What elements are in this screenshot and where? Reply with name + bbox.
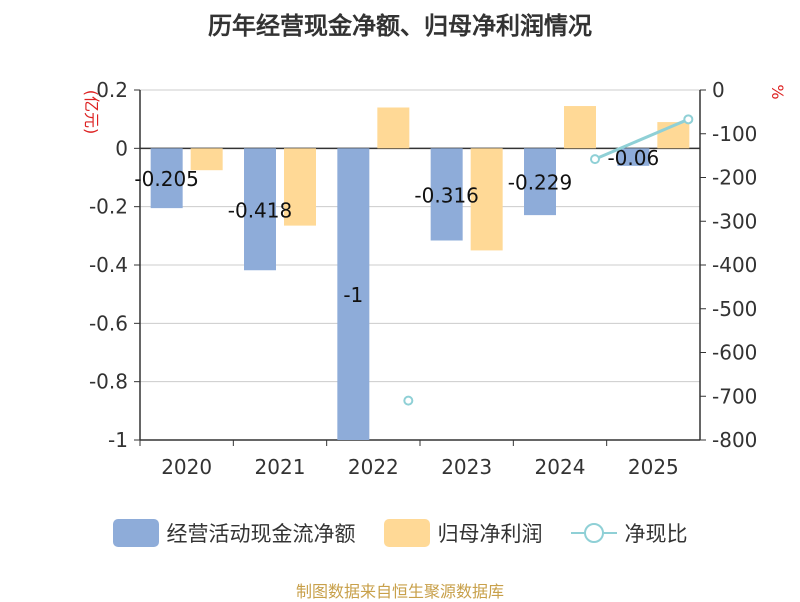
x-tick-label: 2025 bbox=[628, 455, 679, 479]
x-tick-label: 2020 bbox=[161, 455, 212, 479]
x-tick-label: 2022 bbox=[348, 455, 399, 479]
y-right-tick-label: -100 bbox=[712, 122, 757, 146]
chart-title: 历年经营现金净额、归母净利润情况 bbox=[208, 12, 592, 40]
bar-cashflow bbox=[337, 148, 370, 441]
ratio-point bbox=[403, 395, 414, 406]
y-left-tick-label: -0.4 bbox=[89, 253, 128, 277]
ratio-point bbox=[590, 154, 600, 165]
legend-swatch-cashflow bbox=[112, 519, 159, 547]
data-label-cashflow: -0.316 bbox=[414, 183, 478, 207]
legend-label-cashflow: 经营活动现金流净额 bbox=[166, 522, 356, 546]
data-label-cashflow: -0.229 bbox=[508, 171, 572, 195]
legend-swatch-ratio bbox=[570, 519, 617, 547]
y-left-tick-label: -1 bbox=[108, 428, 128, 452]
data-label-cashflow: -0.205 bbox=[134, 167, 198, 191]
bar-cashflow bbox=[617, 148, 650, 166]
y-left-tick-label: 0 bbox=[115, 136, 128, 160]
x-tick-label: 2023 bbox=[441, 455, 492, 479]
bar-cashflow bbox=[244, 148, 276, 271]
y-right-tick-label: -600 bbox=[712, 341, 757, 365]
y-left-tick-label: -0.2 bbox=[89, 195, 128, 219]
data-label-cashflow: -0.418 bbox=[228, 198, 292, 222]
y-left-tick-label: 0.2 bbox=[96, 78, 128, 102]
y-right-tick-label: -700 bbox=[712, 384, 757, 408]
y-right-tick-label: -200 bbox=[712, 166, 757, 190]
bar-profit bbox=[470, 148, 503, 251]
bar-profit bbox=[190, 148, 223, 171]
legend-swatch-profit bbox=[383, 519, 430, 547]
bar-profit bbox=[564, 106, 596, 149]
x-tick-label: 2021 bbox=[255, 455, 306, 479]
ratio-line-segment bbox=[594, 117, 689, 161]
legend-label-ratio: 净现比 bbox=[624, 522, 688, 546]
legend-item-ratio[interactable]: 净现比 bbox=[570, 518, 688, 548]
bar-cashflow bbox=[524, 148, 556, 216]
legend-item-cashflow[interactable]: 经营活动现金流净额 bbox=[112, 518, 356, 548]
y-right-tick-label: -400 bbox=[712, 253, 757, 277]
bar-profit bbox=[377, 107, 410, 149]
bar-cashflow bbox=[150, 148, 183, 209]
x-tick-label: 2024 bbox=[535, 455, 586, 479]
y-left-tick-label: -0.8 bbox=[89, 370, 128, 394]
legend-label-profit: 归母净利润 bbox=[437, 522, 543, 546]
legend: 经营活动现金流净额 归母净利润 净现比 bbox=[0, 518, 800, 548]
y-right-axis-label: % bbox=[768, 84, 787, 99]
y-left-axis-label: (亿元) bbox=[82, 90, 101, 135]
y-right-tick-label: -800 bbox=[712, 428, 757, 452]
y-right-tick-label: 0 bbox=[712, 78, 725, 102]
ratio-point bbox=[683, 114, 694, 125]
bar-cashflow bbox=[430, 148, 463, 241]
bar-profit bbox=[284, 148, 316, 226]
legend-item-profit[interactable]: 归母净利润 bbox=[383, 518, 543, 548]
source-footer: 制图数据来自恒生聚源数据库 bbox=[295, 582, 504, 601]
y-left-tick-label: -0.6 bbox=[89, 311, 128, 335]
data-label-cashflow: -1 bbox=[343, 283, 363, 307]
y-right-tick-label: -300 bbox=[712, 209, 757, 233]
y-right-tick-label: -500 bbox=[712, 297, 757, 321]
